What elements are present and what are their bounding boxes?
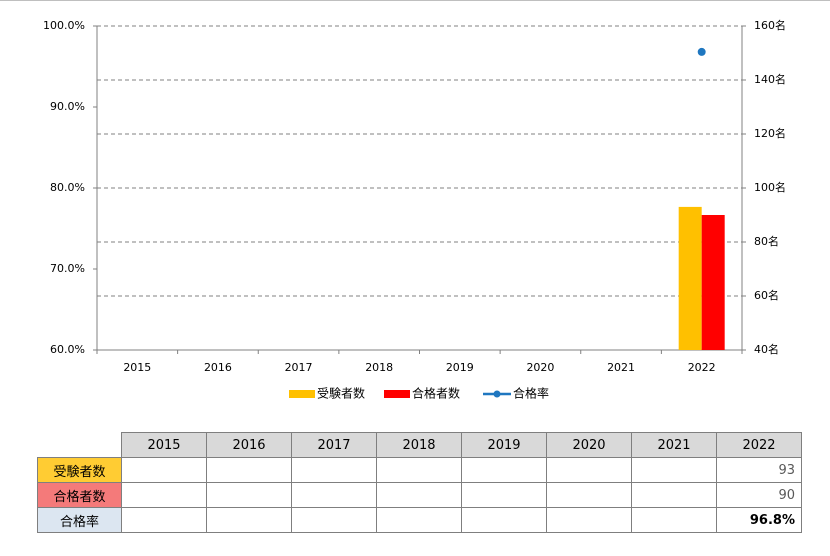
table-cell [291,507,377,533]
table-cell: 90 [716,482,802,508]
data-row: 合格者数 90 [37,482,802,508]
table-cell [206,507,292,533]
y-tick-label: 100.0% [43,19,85,32]
table-cell [206,482,292,508]
table-cell [631,457,717,483]
y-tick-label: 70.0% [50,262,85,275]
table-cell [546,482,632,508]
column-header: 2018 [376,432,462,458]
legend-swatch [289,390,315,398]
y2-tick-label: 40名 [754,342,779,356]
x-tick-label: 2019 [446,361,474,374]
x-tick-label: 2018 [365,361,393,374]
x-tick-label: 2020 [526,361,554,374]
table-cell [461,482,547,508]
column-header: 2020 [546,432,632,458]
column-header: 2022 [716,432,802,458]
bar [701,215,725,350]
table-cell [461,457,547,483]
table-body: 2015 2016 2017 2018 2019 2020 2021 2022 受験者数 93 合格… [37,432,802,533]
y2-tick-label: 140名 [754,72,786,86]
column-header: 2016 [206,432,292,458]
x-tick-label: 2021 [607,361,635,374]
chart: 60.0% 70.0% 80.0% 90.0% 100.0% 40名 60名 80名 100名 1… [0,0,830,401]
y-tick-label: 60.0% [50,343,85,356]
x-tick-label: 2015 [123,361,151,374]
legend-marker [493,390,501,398]
table-cell [291,482,377,508]
table-cell [461,507,547,533]
y2-tick-label: 160名 [754,18,786,32]
data-table: 2015 2016 2017 2018 2019 2020 2021 2022 受験者数 93 合格… [37,432,802,533]
row-label: 合格率 [37,507,122,533]
table-cell: 93 [716,457,802,483]
legend-label: 合格者数 [412,386,460,401]
legend-swatch [384,390,410,398]
y2-tick-label: 120名 [754,126,786,140]
table-cell [546,507,632,533]
data-row: 合格率 96.8% [37,507,802,533]
y-tick-label: 80.0% [50,181,85,194]
x-tick-label: 2016 [204,361,232,374]
x-tick-label: 2017 [285,361,313,374]
line-marker [697,47,706,56]
row-label: 受験者数 [37,457,122,483]
table-cell: 96.8% [716,507,802,533]
table-cell [121,507,207,533]
column-header: 2015 [121,432,207,458]
legend-label: 受験者数 [317,386,365,401]
y2-tick-label: 80名 [754,234,779,248]
header-row: 2015 2016 2017 2018 2019 2020 2021 2022 [37,432,802,458]
column-header: 2019 [461,432,547,458]
bar [678,206,702,350]
data-row: 受験者数 93 [37,457,802,483]
table-cell [546,457,632,483]
table-cell [376,507,462,533]
y2-tick-label: 100名 [754,180,786,194]
column-header: 2017 [291,432,377,458]
x-tick-label: 2022 [688,361,716,374]
column-header: 2021 [631,432,717,458]
row-label: 合格者数 [37,482,122,508]
y-tick-label: 90.0% [50,100,85,113]
table-cell [121,482,207,508]
corner-cell [37,432,122,458]
table-cell [376,482,462,508]
table-cell [376,457,462,483]
table-cell [291,457,377,483]
table-cell [631,507,717,533]
table-cell [206,457,292,483]
table-cell [631,482,717,508]
y2-tick-label: 60名 [754,288,779,302]
table-cell [121,457,207,483]
legend-label: 合格率 [513,386,549,401]
